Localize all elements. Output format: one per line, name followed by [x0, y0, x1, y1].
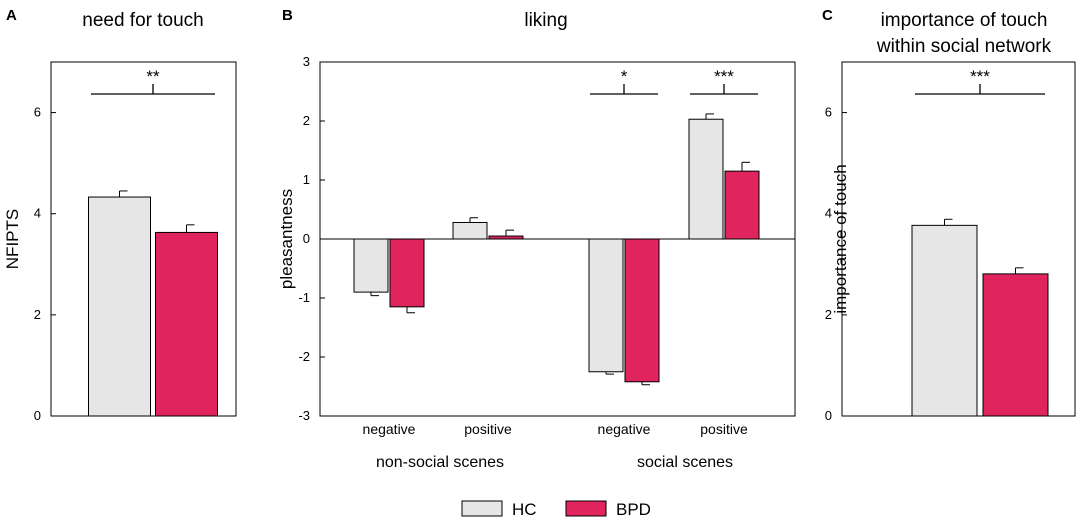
- bar-bpd: [624, 238, 660, 383]
- bar-bpd: [389, 238, 425, 308]
- liking-chart: -3 -2 -1 0 1 2 3 pleasantness negative positive ne…: [277, 54, 796, 471]
- importance-of-touch-chart: 0 2 4 6 importance of touch ***: [825, 61, 1076, 423]
- panel-a-title: need for touch: [82, 10, 203, 31]
- y-tick-label: -3: [298, 408, 310, 423]
- legend-label-hc: HC: [512, 500, 537, 519]
- category-label: negative: [598, 421, 651, 437]
- significance-stars: *: [621, 67, 628, 86]
- bar-bpd: [982, 273, 1049, 417]
- y-axis-label: importance of touch: [831, 164, 850, 313]
- legend-swatch-hc: [461, 500, 503, 517]
- panel-a-letter: A: [6, 7, 17, 24]
- panel-b-title: liking: [524, 10, 567, 31]
- y-tick-label: -1: [298, 290, 310, 305]
- significance-stars: **: [146, 67, 160, 86]
- panel-c-title-line2: within social network: [876, 36, 1052, 57]
- bar-hc: [688, 118, 724, 240]
- y-tick-label: 4: [825, 206, 832, 221]
- legend: HC BPD: [461, 500, 651, 519]
- bar-hc: [452, 221, 488, 240]
- group-label: social scenes: [637, 454, 733, 471]
- y-tick-label: 2: [34, 307, 41, 322]
- y-tick-label: 1: [303, 172, 310, 187]
- bar-bpd: [488, 235, 524, 240]
- y-axis-label: NFIPTS: [3, 209, 22, 269]
- y-tick-label: 4: [34, 206, 41, 221]
- panel-c-letter: C: [822, 7, 833, 24]
- bar-bpd: [724, 170, 760, 240]
- legend-label-bpd: BPD: [616, 500, 651, 519]
- bar-hc: [911, 224, 978, 417]
- y-tick-label: 0: [825, 408, 832, 423]
- y-tick-label: 3: [303, 54, 310, 69]
- significance-stars: ***: [970, 67, 990, 86]
- significance-stars: ***: [714, 67, 734, 86]
- panel-b-letter: B: [282, 7, 293, 24]
- y-tick-label: 2: [303, 113, 310, 128]
- bar-hc: [88, 196, 151, 417]
- category-label: positive: [464, 421, 512, 437]
- y-tick-label: 0: [303, 231, 310, 246]
- group-label: non-social scenes: [376, 454, 504, 471]
- bar-hc: [353, 238, 389, 293]
- category-label: positive: [700, 421, 748, 437]
- y-tick-label: 6: [825, 105, 832, 120]
- bar-hc: [588, 238, 624, 373]
- need-for-touch-chart: 0 2 4 6 NFIPTS **: [3, 61, 237, 423]
- bar-bpd: [155, 231, 218, 417]
- panel-c-title-line1: importance of touch: [881, 10, 1048, 31]
- y-axis-label: pleasantness: [277, 189, 296, 289]
- legend-swatch-bpd: [565, 500, 607, 517]
- y-tick-label: 6: [34, 105, 41, 120]
- y-tick-label: 0: [34, 408, 41, 423]
- y-tick-label: 2: [825, 307, 832, 322]
- category-label: negative: [363, 421, 416, 437]
- y-tick-label: -2: [298, 349, 310, 364]
